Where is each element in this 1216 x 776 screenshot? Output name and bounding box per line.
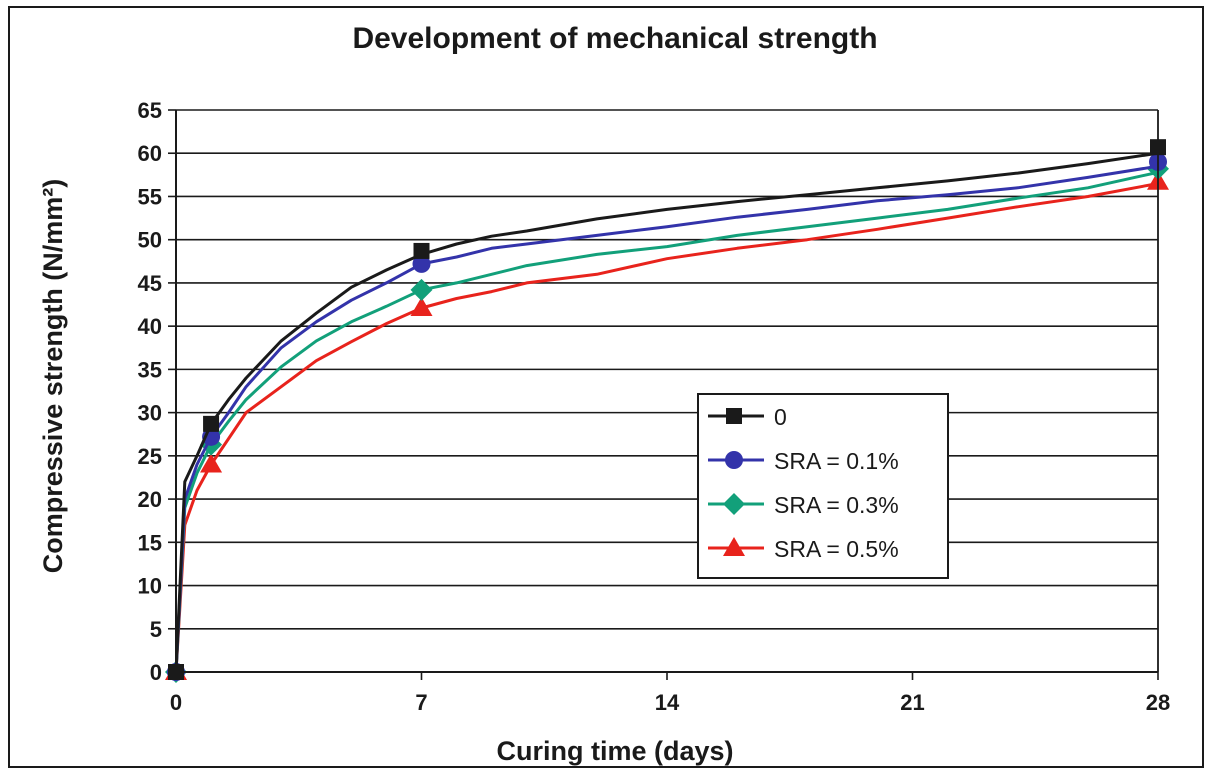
y-tick-label: 50	[138, 228, 162, 253]
series-1-point	[412, 254, 431, 273]
y-tick-label: 5	[150, 617, 162, 642]
y-tick-label: 0	[150, 660, 162, 685]
chart-title: Development of mechanical strength	[352, 22, 877, 55]
y-tick-label: 45	[138, 271, 162, 296]
series-2-point	[410, 278, 433, 301]
series-layer	[165, 139, 1169, 683]
y-tick-label: 10	[138, 574, 162, 599]
x-tick-label: 28	[1146, 690, 1170, 715]
x-tick-label: 14	[655, 690, 680, 715]
series-1-line	[174, 164, 1159, 673]
series-3-point	[200, 453, 223, 473]
series-3-line	[174, 182, 1159, 673]
legend-swatch-marker	[723, 493, 745, 515]
y-tick-label: 15	[138, 530, 162, 555]
axes: 0 5 10 15 20 25 30 35 40 45 50 55 60 65 0 7 14 21 28	[138, 98, 1171, 715]
legend: 0 SRA = 0.1% SRA = 0.3% SRA = 0.5%	[697, 393, 949, 579]
y-tick-label: 55	[138, 184, 162, 209]
legend-swatch-marker	[725, 451, 743, 469]
y-tick-label: 35	[138, 357, 162, 382]
y-tick-label: 25	[138, 444, 162, 469]
y-tick-label: 20	[138, 487, 162, 512]
legend-swatch-marker	[726, 408, 742, 424]
y-tick-label: 60	[138, 141, 162, 166]
series-0-line	[174, 151, 1159, 673]
chart-frame	[8, 6, 1204, 768]
series-2-line	[174, 170, 1159, 673]
legend-label: 0	[774, 404, 787, 430]
y-tick-label: 40	[138, 314, 162, 339]
legend-label: SRA = 0.5%	[774, 536, 899, 562]
series-0-point	[413, 242, 430, 259]
x-axis-label: Curing time (days)	[496, 736, 733, 766]
x-tick-label: 0	[170, 690, 182, 715]
x-tick-label: 7	[415, 690, 427, 715]
y-axis-label: Compressive strength (N/mm²)	[38, 179, 68, 574]
legend-label: SRA = 0.1%	[774, 448, 899, 474]
series-3-point	[410, 296, 433, 316]
y-tick-label: 65	[138, 98, 162, 123]
grid	[176, 109, 1158, 630]
y-tick-label: 30	[138, 401, 162, 426]
legend-label: SRA = 0.3%	[774, 492, 899, 518]
x-tick-label: 21	[900, 690, 924, 715]
series-0-point	[203, 415, 220, 432]
legend-swatch-marker	[723, 537, 745, 556]
